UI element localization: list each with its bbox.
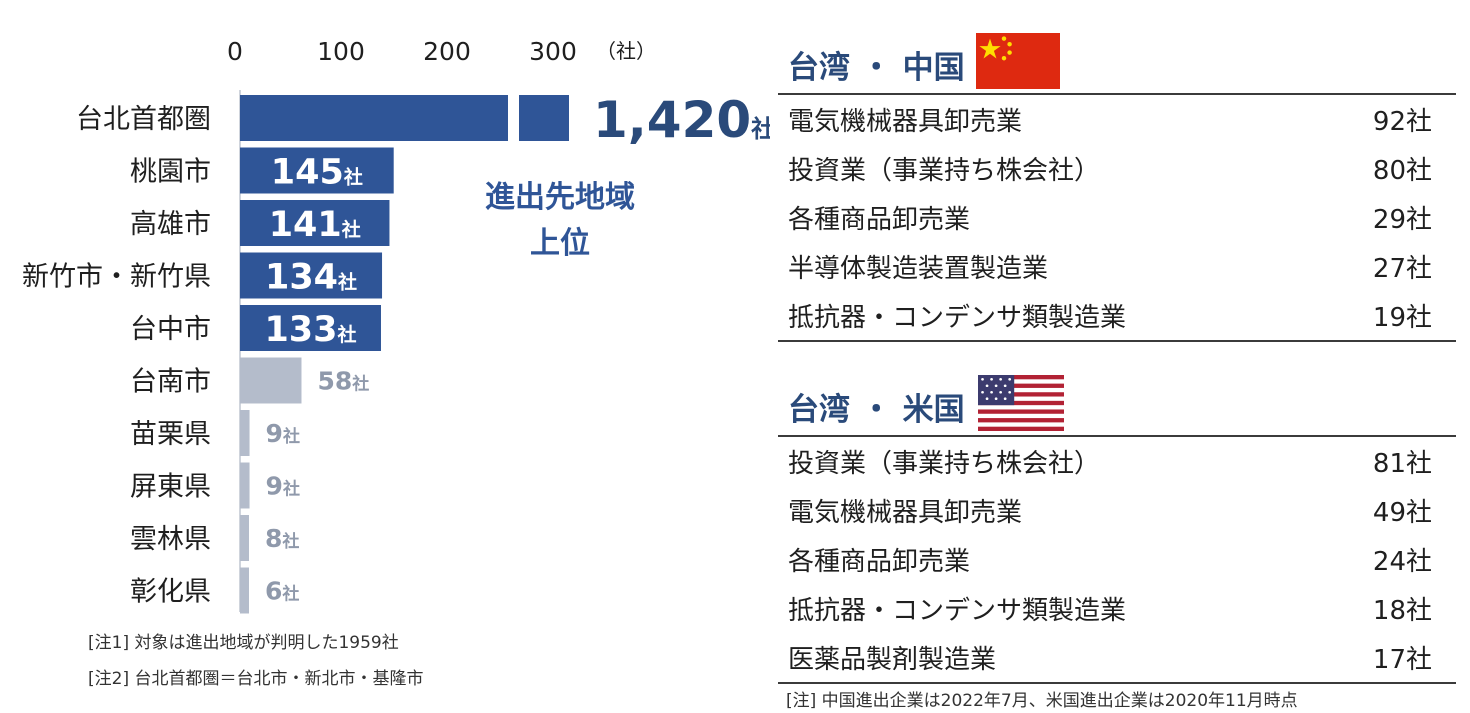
- axis-tick-label: 0: [227, 37, 243, 66]
- industry-row: 各種商品卸売業 29社: [778, 193, 1456, 242]
- data-bar-segment: [519, 95, 569, 141]
- category-label: 台南市: [130, 367, 211, 398]
- data-label: 141社: [269, 205, 361, 245]
- note-2: [注2] 台北首都圏＝台北市・新北市・基隆市: [88, 669, 424, 689]
- data-label: 9社: [266, 472, 300, 501]
- data-label: 8社: [265, 524, 299, 553]
- footnote: [注] 中国進出企業は2022年7月、米国進出企業は2020年11月時点: [786, 691, 1298, 711]
- axis-tick-label: 100: [317, 37, 365, 66]
- data-bar: [240, 462, 250, 509]
- industry-row: 電気機械器具卸売業 92社: [778, 95, 1456, 144]
- industry-row: 投資業（事業持ち株会社） 80社: [778, 144, 1456, 193]
- industry-name: 抵抗器・コンデンサ類製造業: [788, 303, 1127, 333]
- industry-list: 投資業（事業持ち株会社） 81社電気機械器具卸売業 49社各種商品卸売業 24社抵抗器…: [778, 435, 1456, 684]
- industry-name: 医薬品製剤製造業: [788, 645, 997, 675]
- category-label: 台中市: [130, 314, 211, 345]
- company-count: 49社: [1372, 498, 1432, 528]
- data-label: 6社: [265, 577, 299, 606]
- category-label: 新竹市・新竹県: [22, 262, 211, 293]
- data-bar: [240, 357, 302, 404]
- industry-name: 電気機械器具卸売業: [788, 107, 1023, 137]
- category-label: 高雄市: [130, 209, 211, 240]
- category-label: 彰化県: [130, 577, 211, 608]
- data-bar: [240, 147, 394, 194]
- category-label: 屏東県: [130, 472, 211, 503]
- category-label: 苗栗県: [130, 419, 211, 450]
- axis-unit-label: （社）: [596, 39, 656, 63]
- data-label: 145社: [271, 153, 363, 193]
- industry-row: 抵抗器・コンデンサ類製造業 19社: [778, 291, 1456, 340]
- industry-list: 電気機械器具卸売業 92社投資業（事業持ち株会社） 80社各種商品卸売業 29社半導体…: [778, 93, 1456, 342]
- category-label: 桃園市: [130, 157, 211, 188]
- industry-name: 投資業（事業持ち株会社）: [788, 449, 1101, 479]
- data-label: 1,420社: [593, 91, 770, 149]
- axis-tick-label: 300: [529, 37, 577, 66]
- data-bar: [240, 410, 250, 456]
- company-count: 81社: [1372, 449, 1432, 479]
- data-bar: [240, 515, 249, 561]
- data-bar: [240, 567, 249, 614]
- panel-title: 台湾 ・ 中国: [788, 50, 965, 86]
- industry-name: 投資業（事業持ち株会社）: [788, 156, 1101, 186]
- industry-row: 医薬品製剤製造業 17社: [778, 633, 1456, 682]
- data-label: 9社: [266, 419, 300, 448]
- data-bar: [240, 305, 381, 351]
- company-count: 18社: [1372, 596, 1432, 626]
- data-bar: [240, 95, 508, 141]
- industry-name: 半導体製造装置製造業: [788, 254, 1049, 284]
- industry-name: 抵抗器・コンデンサ類製造業: [788, 596, 1127, 626]
- company-count: 29社: [1372, 205, 1432, 235]
- panel-header: 台湾 ・ 中国: [778, 33, 1456, 93]
- annotation-text: 進出先地域: [485, 180, 635, 215]
- china-flag-icon: [976, 33, 1060, 89]
- annotation-text: 上位: [530, 226, 590, 261]
- category-label: 雲林県: [130, 524, 211, 555]
- industry-row: 電気機械器具卸売業 49社: [778, 486, 1456, 535]
- industry-name: 各種商品卸売業: [788, 547, 971, 577]
- axis-tick-label: 200: [423, 37, 471, 66]
- industry-name: 各種商品卸売業: [788, 205, 971, 235]
- company-count: 24社: [1372, 547, 1432, 577]
- panel-taiwan-china: 台湾 ・ 中国 電気機械器具卸売業 92社投資業（事業持ち株会社） 80社各種商品卸…: [778, 33, 1456, 342]
- company-count: 80社: [1372, 156, 1432, 186]
- industry-row: 投資業（事業持ち株会社） 81社: [778, 437, 1456, 486]
- panel-header: 台湾 ・ 米国: [778, 375, 1456, 435]
- panel-title: 台湾 ・ 米国: [788, 392, 965, 428]
- industry-row: 各種商品卸売業 24社: [778, 535, 1456, 584]
- data-label: 58社: [317, 367, 369, 396]
- data-label: 133社: [264, 310, 356, 350]
- category-label: 台北首都圏: [76, 104, 211, 135]
- company-count: 27社: [1372, 254, 1432, 284]
- industry-row: 抵抗器・コンデンサ類製造業 18社: [778, 584, 1456, 633]
- usa-flag-icon: [978, 375, 1064, 431]
- data-label: 134社: [265, 258, 357, 298]
- company-count: 92社: [1372, 107, 1432, 137]
- industry-row: 半導体製造装置製造業 27社: [778, 242, 1456, 291]
- data-bar: [240, 200, 390, 246]
- company-count: 19社: [1372, 303, 1432, 333]
- industry-name: 電気機械器具卸売業: [788, 498, 1023, 528]
- data-bar: [240, 252, 383, 299]
- company-count: 17社: [1372, 645, 1432, 675]
- note-1: [注1] 対象は進出地域が判明した1959社: [88, 633, 399, 653]
- panel-taiwan-usa: 台湾 ・ 米国 投資業（事業持ち株会社） 81社電気機械器具卸売業 49社各種商品卸…: [778, 375, 1456, 684]
